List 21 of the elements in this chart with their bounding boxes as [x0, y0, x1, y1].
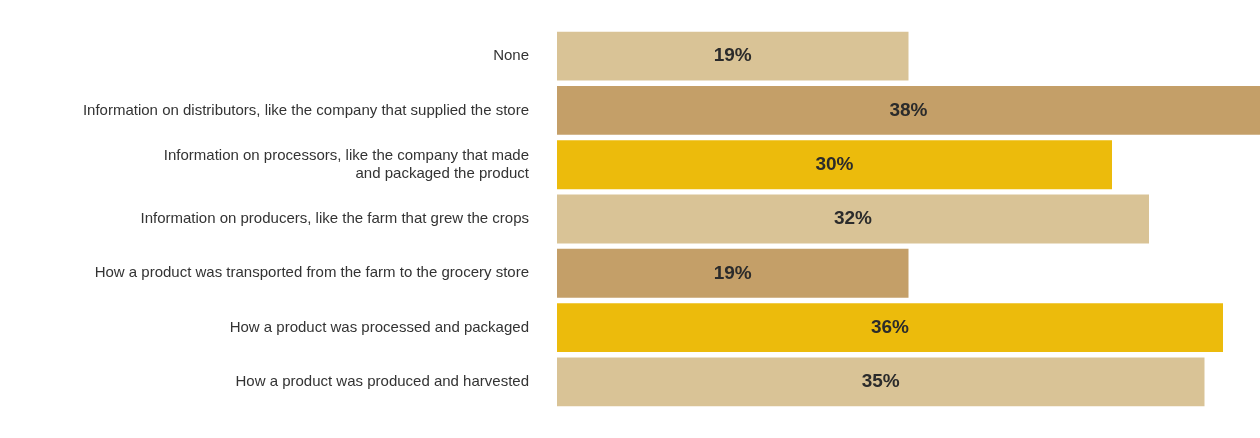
data-label: 35%: [861, 370, 900, 392]
bar: [557, 303, 1223, 352]
bar: [557, 86, 1260, 135]
data-label: 30%: [815, 152, 854, 174]
data-label: 38%: [889, 98, 928, 120]
y-tick-label: None: [493, 46, 529, 64]
bar: [557, 248, 909, 298]
bar: [557, 140, 1112, 190]
bar: [557, 31, 909, 81]
y-tick-label: How a product was transported from the farm to the grocery store: [94, 263, 529, 281]
data-label: 36%: [870, 315, 910, 337]
data-label: 32%: [833, 207, 873, 229]
data-label: 19%: [713, 44, 752, 66]
data-label: 19%: [713, 261, 752, 283]
bar: [557, 357, 1205, 407]
y-tick-label: Information on processors, like the company that made and packaged the product: [163, 145, 530, 181]
y-tick-label: How a product was produced and harvested: [235, 372, 529, 389]
y-tick-label: Information on distributors, like the company that supplied the store: [82, 100, 529, 118]
y-tick-label: How a product was processed and packaged: [229, 317, 529, 335]
y-tick-label: Information on producers, like the farm that grew the crops: [140, 209, 529, 227]
bar: [557, 194, 1149, 244]
